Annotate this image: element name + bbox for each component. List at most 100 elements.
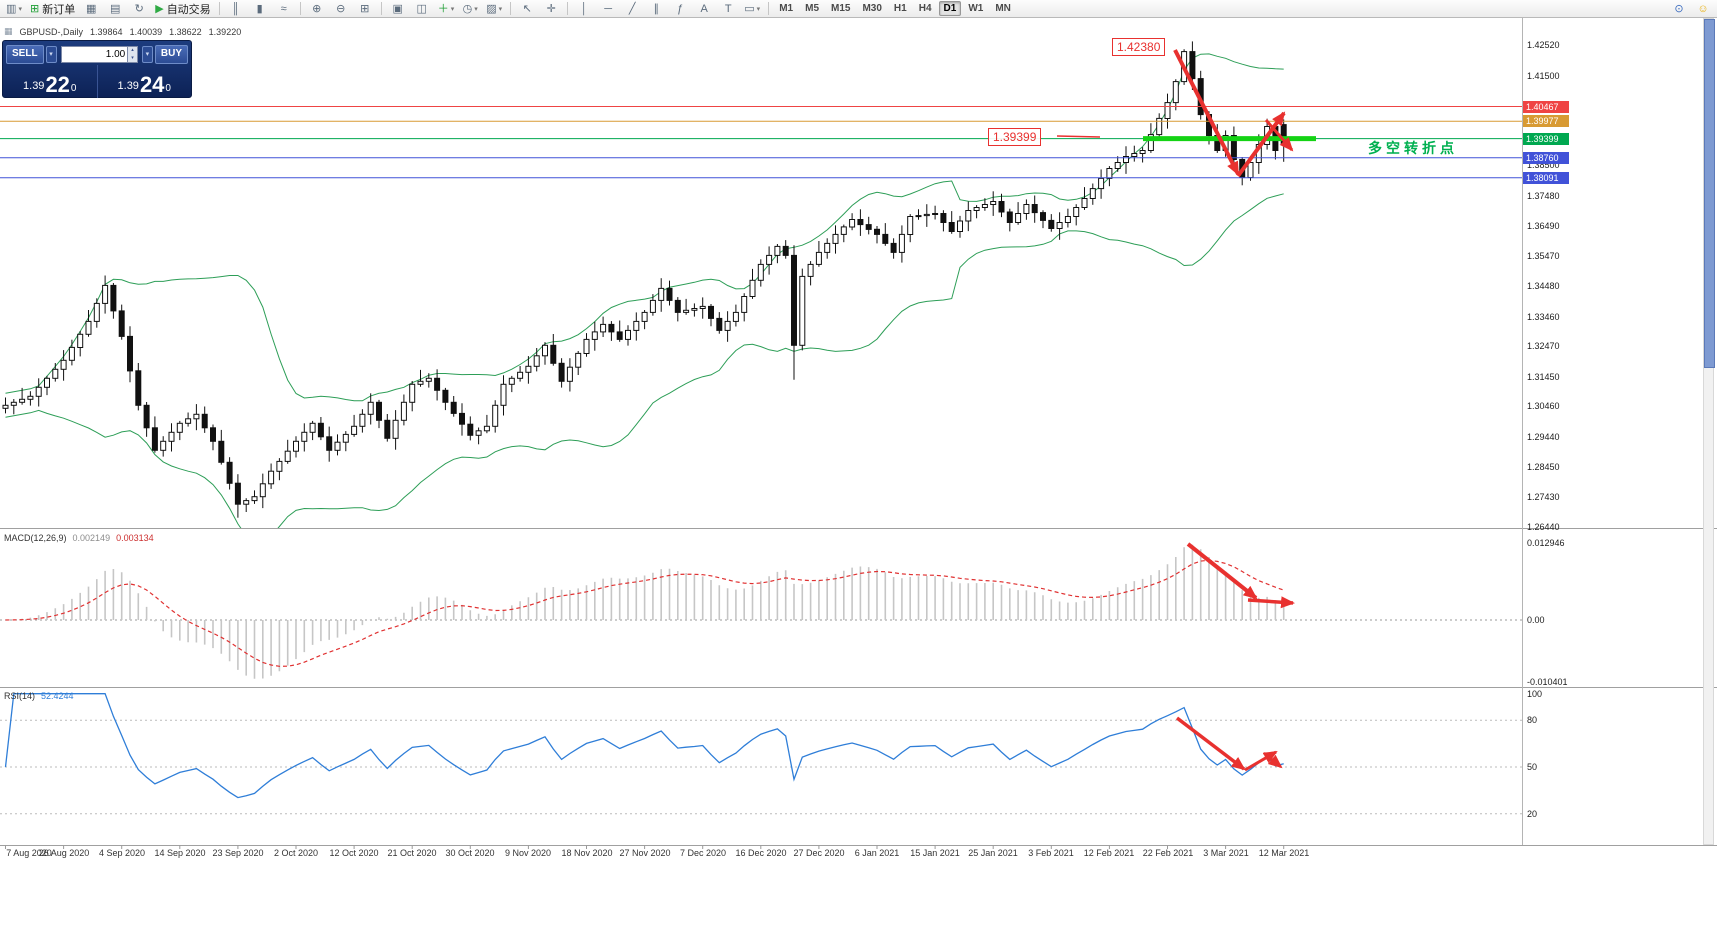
candle <box>757 259 764 287</box>
community-icon[interactable]: ☺ <box>1692 0 1714 18</box>
candle <box>135 363 142 411</box>
scrollbar-thumb[interactable] <box>1704 19 1715 368</box>
label-icon[interactable]: T <box>717 0 739 18</box>
candle <box>185 412 192 427</box>
text-icon[interactable]: A <box>693 0 715 18</box>
charts-window-icon[interactable]: ▦ <box>80 0 102 18</box>
rsi-axis-label: 20 <box>1527 809 1538 819</box>
sell-options-caret-icon[interactable]: ▾ <box>45 45 57 63</box>
channel-icon[interactable]: ∥ <box>645 0 667 18</box>
date-axis-label: 21 Oct 2020 <box>387 848 437 858</box>
timeframe-m30[interactable]: M30 <box>862 3 882 14</box>
candle <box>890 238 897 259</box>
horizontal-line-icon[interactable]: ─ <box>597 0 619 18</box>
fibonacci-icon[interactable]: ƒ <box>669 0 691 18</box>
volume-input[interactable] <box>60 45 129 63</box>
vertical-scrollbar[interactable] <box>1703 18 1715 845</box>
price-axis-label: 1.29440 <box>1527 432 1560 442</box>
candle <box>351 414 358 437</box>
timeframe-mn[interactable]: MN <box>995 3 1011 14</box>
candle <box>882 223 889 246</box>
new-order-button[interactable]: ⊞ 新订单 <box>27 0 78 18</box>
label-icon: T <box>724 2 732 15</box>
candle <box>865 216 872 235</box>
bar-chart-icon[interactable]: ║ <box>225 0 247 18</box>
volume-stepper[interactable]: ▴ ▾ <box>128 45 138 63</box>
candle <box>68 339 75 366</box>
tile-windows-icon[interactable]: ⊞ <box>354 0 376 18</box>
zoom-out-icon[interactable]: ⊖ <box>330 0 352 18</box>
templates-icon[interactable]: ▨ ▾ <box>483 0 505 18</box>
timeframe-m5[interactable]: M5 <box>805 3 820 14</box>
candlestick-chart-icon[interactable]: ▮ <box>249 0 271 18</box>
trendline-icon[interactable]: ╱ <box>621 0 643 18</box>
zoom-in-icon[interactable]: ⊕ <box>306 0 328 18</box>
periods-icon[interactable]: ◷ ▾ <box>459 0 481 18</box>
sell-price-button[interactable]: 1.39 22 0 <box>3 65 98 98</box>
rsi-value: 52.4244 <box>41 691 74 701</box>
candle <box>616 320 623 342</box>
new-chart-icon[interactable]: ▥ ▾ <box>3 0 25 18</box>
refresh-icon[interactable]: ↻ <box>128 0 150 18</box>
candle <box>317 417 324 441</box>
candle <box>508 375 515 393</box>
data-window-icon[interactable]: ▤ <box>104 0 126 18</box>
candle <box>483 414 490 434</box>
peak-price-annotation[interactable]: 1.42380 <box>1112 38 1166 56</box>
date-axis-label: 14 Sep 2020 <box>154 848 206 858</box>
buy-button[interactable]: BUY <box>154 44 188 64</box>
price-axis-label: 1.26440 <box>1527 522 1560 532</box>
caret-down-icon: ▾ <box>498 5 503 13</box>
buy-options-caret-icon[interactable]: ▾ <box>141 45 153 63</box>
date-axis-label: 30 Oct 2020 <box>445 848 495 858</box>
turning-point-note[interactable]: 多空转折点 <box>1368 140 1458 156</box>
ohlc-low: 1.38622 <box>169 26 202 37</box>
auto-arrange-icon: ▣ <box>392 2 403 15</box>
candle <box>60 350 67 381</box>
candle <box>417 369 424 387</box>
candle <box>641 310 648 330</box>
line-chart-icon[interactable]: ≈ <box>273 0 295 18</box>
candle <box>168 423 175 452</box>
timeframe-h1[interactable]: H1 <box>893 3 907 14</box>
candle <box>243 498 250 512</box>
sell-button[interactable]: SELL <box>6 44 44 64</box>
volume-down-icon[interactable]: ▾ <box>131 54 134 61</box>
auto-arrange-icon[interactable]: ▣ <box>387 0 409 18</box>
data-window-icon: ▤ <box>110 2 121 15</box>
timeframe-m15[interactable]: M15 <box>831 3 851 14</box>
timeframe-m1[interactable]: M1 <box>779 3 794 14</box>
buy-price-pips: 24 <box>139 72 165 97</box>
buy-price-button[interactable]: 1.39 24 0 <box>98 65 192 98</box>
crosshair-icon[interactable]: ✛ <box>540 0 562 18</box>
search-icon[interactable]: ⊙ <box>1668 0 1690 18</box>
cursor-icon[interactable]: ↖ <box>516 0 538 18</box>
timeframe-d1[interactable]: D1 <box>938 1 962 16</box>
candle <box>699 297 706 319</box>
support-price-annotation[interactable]: 1.39399 <box>988 128 1042 146</box>
candle <box>500 375 507 416</box>
rsi-axis-label: 50 <box>1527 762 1538 772</box>
candle <box>990 191 997 216</box>
shapes-icon[interactable]: ▭ ▾ <box>741 0 763 18</box>
toolbar-separator <box>510 2 512 15</box>
candle <box>857 209 864 236</box>
candle <box>741 293 748 322</box>
ohlc-open: 1.39864 <box>90 26 123 37</box>
support-callout-line <box>1056 135 1101 138</box>
timeframe-h4[interactable]: H4 <box>918 3 932 14</box>
shapes-icon: ▭ <box>744 2 755 15</box>
indicators-add-icon[interactable]: ＋ ▾ <box>435 0 458 18</box>
candle <box>1081 187 1088 210</box>
timeframe-w1[interactable]: W1 <box>968 3 984 14</box>
volume-up-icon[interactable]: ▴ <box>131 47 134 54</box>
price-line-marker: 1.38760 <box>1523 152 1569 164</box>
candle <box>791 245 797 380</box>
chart-shift-icon[interactable]: ◫ <box>411 0 433 18</box>
candle <box>998 193 1005 218</box>
autotrade-button[interactable]: ▶ 自动交易 <box>152 0 213 18</box>
vertical-line-icon[interactable]: │ <box>573 0 595 18</box>
candle <box>384 414 391 442</box>
candle <box>467 416 474 441</box>
